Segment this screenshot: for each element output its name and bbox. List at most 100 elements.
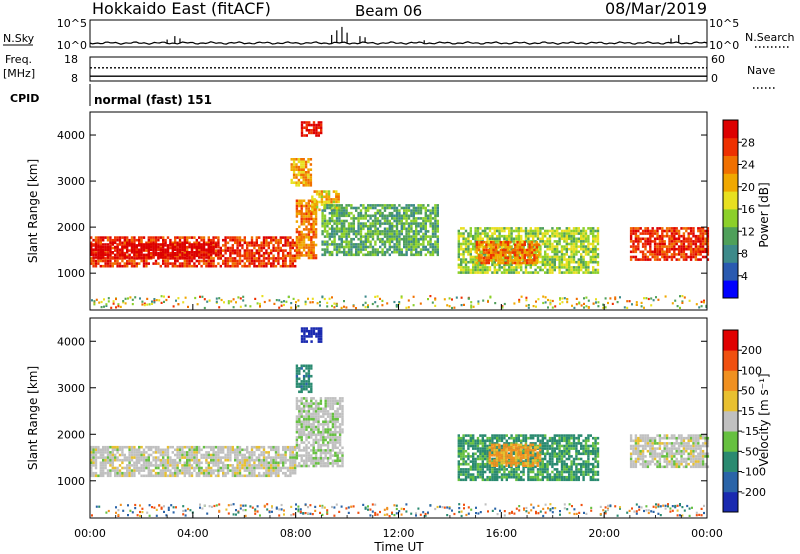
range-cell (629, 250, 633, 254)
range-cell (162, 448, 165, 452)
range-cell (248, 451, 251, 454)
range-cell (487, 248, 490, 252)
range-cell (699, 242, 702, 246)
range-cell (434, 250, 437, 254)
range-cell (673, 247, 676, 251)
range-cell (260, 262, 263, 265)
range-cell (133, 451, 136, 454)
range-cell (116, 253, 119, 257)
range-cell (490, 248, 493, 252)
range-cell (300, 131, 304, 135)
range-cell (504, 261, 507, 265)
range-cell (407, 222, 411, 225)
range-cell (644, 242, 647, 246)
range-cell (305, 443, 308, 447)
range-cell (523, 256, 526, 260)
range-cell (181, 451, 184, 454)
range-cell (90, 456, 93, 459)
range-cell (412, 206, 415, 210)
range-cell (482, 256, 486, 260)
range-cell (482, 248, 486, 252)
range-cell (577, 240, 580, 243)
range-cell (104, 257, 107, 260)
range-cell (321, 209, 324, 212)
range-cell (371, 222, 375, 225)
range-cell (159, 243, 162, 246)
range-cell (307, 215, 311, 218)
range-cell (145, 243, 148, 246)
range-cell (295, 428, 299, 431)
range-cell (469, 268, 472, 272)
range-cell (474, 229, 477, 233)
range-cell (270, 241, 273, 245)
range-cell (118, 453, 122, 457)
range-cell (388, 211, 391, 215)
range-cell (689, 229, 693, 233)
range-cell (102, 238, 105, 242)
range-cell (195, 464, 198, 467)
range-cell (243, 474, 246, 478)
colorbar-swatch (723, 280, 738, 299)
range-cell (395, 209, 399, 212)
range-cell (262, 461, 266, 465)
range-cell (685, 258, 688, 261)
range-cell (400, 232, 403, 236)
range-cell (639, 237, 642, 241)
range-cell (291, 244, 294, 247)
range-cell (508, 234, 511, 238)
range-cell (352, 245, 355, 249)
range-cell (202, 241, 206, 245)
range-cell (333, 204, 336, 207)
range-cell (310, 230, 313, 234)
range-cell (319, 446, 323, 450)
range-cell (393, 206, 396, 210)
range-cell (429, 245, 432, 249)
range-cell (436, 253, 439, 257)
range-cell (128, 257, 131, 260)
range-cell (577, 232, 580, 235)
range-cell (327, 195, 331, 199)
range-cell (434, 224, 437, 228)
range-cell (198, 474, 201, 478)
range-cell (374, 240, 377, 244)
range-cell (512, 266, 516, 269)
range-cell (289, 241, 292, 245)
range-cell (142, 469, 146, 472)
range-cell (692, 253, 695, 256)
range-cell (649, 240, 652, 243)
range-cell (565, 250, 568, 254)
range-cell (295, 163, 298, 166)
range-cell (111, 445, 114, 449)
ground-cell (280, 300, 283, 304)
range-cell (486, 268, 489, 272)
range-cell (644, 229, 647, 233)
range-cell (367, 206, 370, 210)
range-cell (145, 458, 148, 462)
range-cell (410, 237, 413, 241)
range-cell (157, 256, 160, 259)
range-cell (641, 229, 645, 233)
range-cell (560, 258, 564, 261)
range-cell (90, 243, 93, 246)
velocity-cells (90, 327, 710, 518)
range-cell (236, 445, 239, 449)
range-cell (560, 253, 564, 256)
range-cell (572, 258, 576, 261)
range-cell (305, 459, 308, 463)
range-cell (312, 462, 315, 465)
range-cell (528, 253, 531, 257)
range-cell (236, 236, 239, 239)
range-cell (152, 469, 155, 472)
range-cell (300, 126, 304, 129)
range-cell (656, 247, 659, 251)
colorbar-swatch (723, 226, 738, 245)
range-cell (147, 474, 150, 478)
range-cell (704, 250, 707, 254)
range-cell (229, 257, 232, 260)
range-cell (246, 466, 249, 470)
range-cell (379, 214, 382, 218)
range-cell (587, 227, 590, 230)
range-cell (594, 234, 597, 238)
range-cell (222, 249, 225, 252)
range-cell (592, 234, 595, 238)
